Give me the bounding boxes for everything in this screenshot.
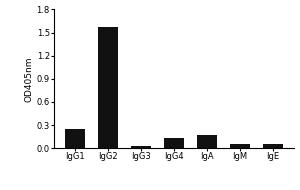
Bar xyxy=(263,144,283,148)
Bar xyxy=(98,27,118,148)
Bar xyxy=(164,138,184,148)
Bar xyxy=(230,144,250,148)
Bar xyxy=(131,146,151,148)
Bar xyxy=(197,135,217,148)
Bar xyxy=(65,129,85,148)
Y-axis label: OD405nm: OD405nm xyxy=(25,56,34,102)
